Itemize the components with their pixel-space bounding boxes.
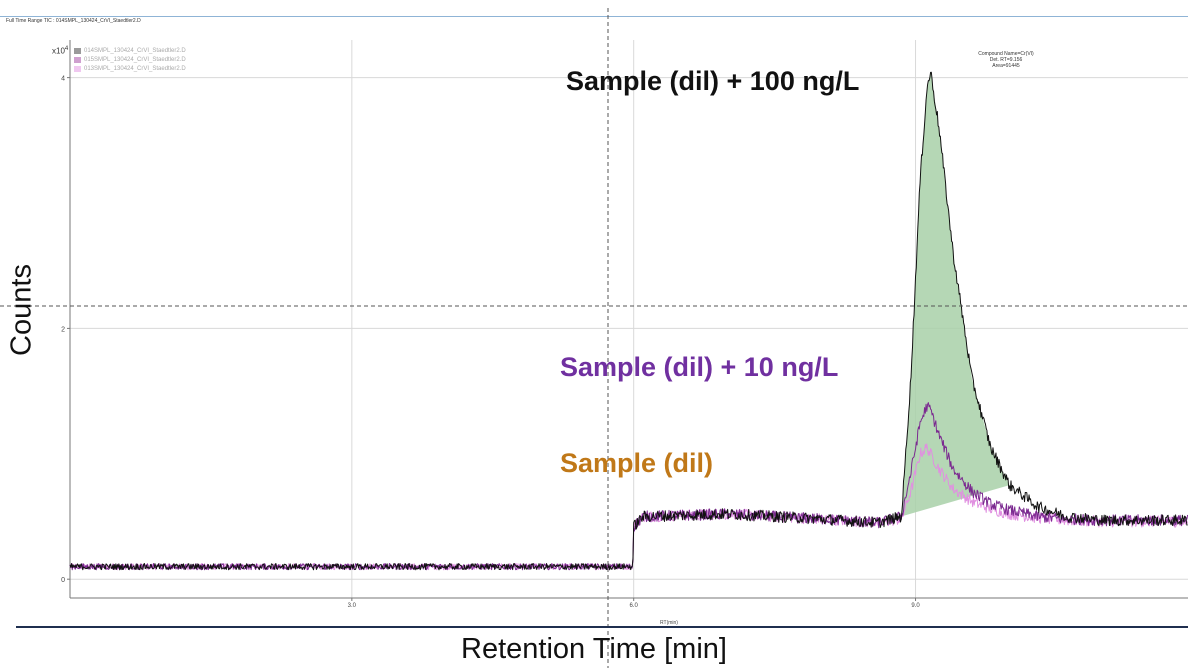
y-multiplier-exponent: 4: [64, 46, 69, 52]
series-line-015: [69, 402, 1188, 571]
bottom-border-line: [16, 626, 1188, 628]
legend-item[interactable]: 013SMPL_130424_CrVI_Staedtler2.D: [74, 64, 186, 73]
y-multiplier-base: x10: [52, 46, 65, 56]
annotation-sample-plus-10: Sample (dil) + 10 ng/L: [560, 352, 839, 382]
x-axis-unit-label: RT(min): [660, 620, 678, 626]
y-tick-label: 2: [61, 326, 65, 333]
peak-area: Area=91445: [992, 63, 1020, 69]
peak-label: Compound Name=Cr(VI) Det. RT=9.156 Area=…: [978, 51, 1033, 69]
x-tick-label: 6.0: [630, 603, 639, 609]
annotation-sample-dil: Sample (dil): [560, 448, 714, 478]
y-axis-multiplier: x104: [52, 46, 68, 56]
y-tick-label: 0: [61, 577, 65, 584]
plot-header: Full Time Range TIC : 014SMPL_130424_CrV…: [6, 18, 141, 24]
top-border-line: [0, 16, 1188, 17]
legend-label: 013SMPL_130424_CrVI_Staedtler2.D: [84, 65, 186, 72]
y-tick-label: 4: [61, 76, 65, 83]
series-line-014: [69, 71, 1188, 571]
legend: 014SMPL_130424_CrVI_Staedtler2.D 015SMPL…: [74, 46, 186, 73]
legend-item[interactable]: 015SMPL_130424_CrVI_Staedtler2.D: [74, 55, 186, 64]
legend-swatch-icon: [74, 65, 81, 72]
legend-label: 014SMPL_130424_CrVI_Staedtler2.D: [84, 47, 186, 54]
legend-label: 015SMPL_130424_CrVI_Staedtler2.D: [84, 56, 186, 63]
x-tick-label: 3.0: [348, 603, 357, 609]
peak-compound-name: Compound Name=Cr(VI): [978, 51, 1034, 57]
peak-integration-area: [896, 71, 1010, 518]
y-axis-label: Counts: [5, 264, 38, 356]
legend-item[interactable]: 014SMPL_130424_CrVI_Staedtler2.D: [74, 46, 186, 55]
peak-det-rt: Det. RT=9.156: [989, 57, 1023, 63]
x-tick-label: 9.0: [911, 603, 920, 609]
x-axis-label: Retention Time [min]: [461, 633, 727, 665]
annotation-sample-plus-100: Sample (dil) + 100 ng/L: [566, 66, 860, 96]
integration-start-marker: [894, 515, 899, 520]
legend-swatch-icon: [74, 56, 81, 63]
legend-swatch-icon: [74, 47, 81, 54]
